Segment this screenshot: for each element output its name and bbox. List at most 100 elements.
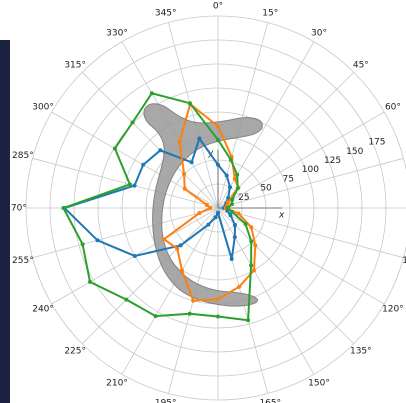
series-point xyxy=(225,200,230,205)
series-point xyxy=(187,101,192,106)
series-point xyxy=(230,197,235,202)
series-point xyxy=(182,172,187,177)
series-point xyxy=(161,237,166,242)
series-point xyxy=(216,162,220,167)
series-point xyxy=(232,222,237,227)
grid-spoke xyxy=(121,207,219,375)
series-point xyxy=(216,297,220,302)
series-point xyxy=(249,263,254,268)
grid-spoke xyxy=(217,22,269,209)
grid-spoke xyxy=(81,71,219,209)
r-tick-label: 25 xyxy=(238,193,249,203)
series-point xyxy=(132,254,137,258)
series-point xyxy=(191,298,196,303)
grid-spoke xyxy=(217,157,404,209)
series-point xyxy=(253,243,258,248)
series-point xyxy=(177,139,182,144)
r-tick-label: 75 xyxy=(282,174,293,184)
series-point xyxy=(229,209,234,214)
series-point xyxy=(204,203,209,208)
grid: 2550751001251501750°15°30°45°60°75°90°10… xyxy=(5,2,406,403)
grid-spoke xyxy=(217,207,355,345)
series-point xyxy=(225,206,230,210)
series-point xyxy=(228,157,233,162)
r-tick-label: 100 xyxy=(302,165,319,175)
series-point xyxy=(149,91,154,96)
series-point xyxy=(206,222,211,227)
angle-label: 285° xyxy=(12,151,34,161)
series-point xyxy=(229,257,234,262)
series-point xyxy=(243,221,248,226)
angle-label: 120° xyxy=(382,305,404,315)
grid-spoke xyxy=(217,207,404,259)
r-tick-label: 50 xyxy=(260,184,272,194)
angle-label: 255° xyxy=(12,256,34,266)
horseshoe-object xyxy=(143,103,263,307)
series-point xyxy=(132,183,137,188)
background-photo-edge xyxy=(0,40,10,403)
r-tick-label: 125 xyxy=(324,156,341,166)
angle-label: 30° xyxy=(311,29,327,39)
angle-label: 270° xyxy=(5,204,27,214)
series-point xyxy=(232,176,237,181)
x-axis-label: x xyxy=(278,211,285,221)
series-point xyxy=(182,186,187,191)
series-point xyxy=(224,173,229,178)
angle-label: 330° xyxy=(106,29,128,39)
series-point xyxy=(229,202,234,207)
series-point xyxy=(112,146,117,151)
series-point xyxy=(213,215,218,220)
series-point xyxy=(228,213,233,218)
angle-label: 195° xyxy=(155,399,177,403)
angle-label: 300° xyxy=(32,103,54,113)
series-point xyxy=(87,279,92,284)
series-point xyxy=(252,268,256,273)
grid-spoke xyxy=(32,207,219,259)
series-point xyxy=(235,172,240,177)
series-point xyxy=(216,210,220,215)
angle-label: 105° xyxy=(402,256,406,266)
series-point xyxy=(130,120,135,125)
series-point xyxy=(189,160,194,165)
angle-label: 135° xyxy=(350,346,372,356)
grid-spoke xyxy=(217,71,355,209)
series-point xyxy=(216,137,220,142)
angle-label: 240° xyxy=(32,305,54,315)
series xyxy=(61,91,258,323)
series-point xyxy=(197,136,202,141)
angle-label: 345° xyxy=(155,8,177,18)
series-point xyxy=(249,225,254,230)
angle-label: 60° xyxy=(385,103,401,113)
series-point xyxy=(236,211,241,216)
series-point xyxy=(216,314,220,319)
series-point xyxy=(246,318,251,323)
angle-label: 315° xyxy=(64,61,86,71)
angle-label: 225° xyxy=(64,346,86,356)
r-tick-label: 150 xyxy=(346,147,363,157)
grid-spoke xyxy=(81,207,219,345)
series-point xyxy=(237,284,242,289)
series-point xyxy=(249,239,254,244)
angle-label: 15° xyxy=(262,8,278,18)
series-point xyxy=(158,148,163,153)
series-point xyxy=(80,242,85,247)
series-point xyxy=(180,268,184,273)
series-point xyxy=(178,243,183,248)
series-point xyxy=(187,311,192,316)
series-point xyxy=(216,124,220,129)
angle-label: 150° xyxy=(308,378,330,388)
series-point xyxy=(153,314,158,319)
series-point xyxy=(235,186,240,191)
grid-spoke xyxy=(32,157,219,209)
angle-label: 210° xyxy=(106,378,128,388)
series-point xyxy=(175,246,180,251)
r-tick-label: 175 xyxy=(368,138,385,148)
series-point xyxy=(197,210,202,215)
series-point xyxy=(141,162,146,167)
grid-spoke xyxy=(217,111,385,209)
series-point xyxy=(208,206,213,210)
series-point xyxy=(232,235,237,240)
angle-label: 45° xyxy=(353,61,369,71)
